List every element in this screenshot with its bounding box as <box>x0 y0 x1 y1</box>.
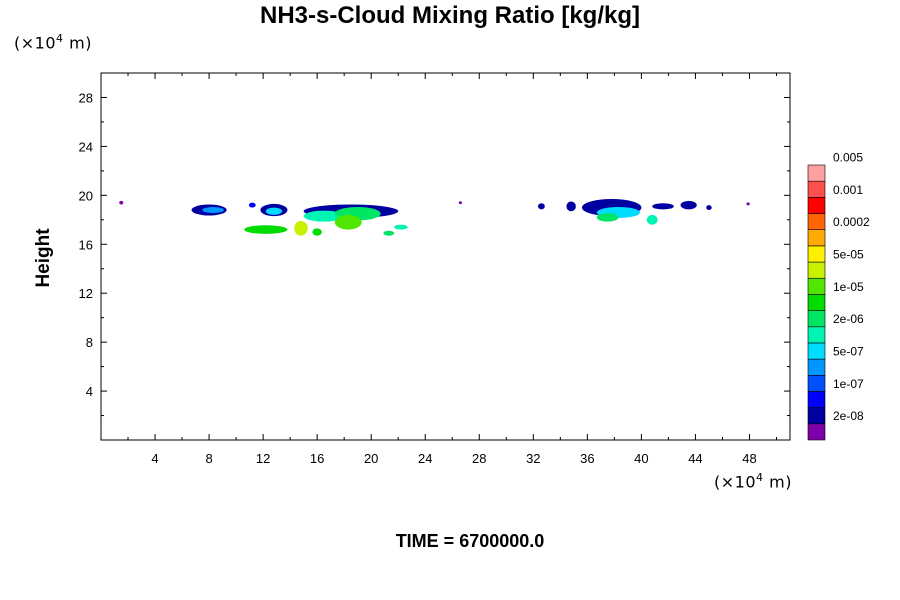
x-tick-label: 4 <box>151 451 158 466</box>
time-footer: TIME = 6700000.0 <box>395 531 545 551</box>
colorbar-swatch <box>807 374 826 392</box>
x-tick-label: 24 <box>418 451 432 466</box>
colorbar-swatch <box>807 197 826 214</box>
cloud-region <box>646 214 658 225</box>
x-tick-label: 20 <box>364 451 378 466</box>
x-tick-label: 32 <box>526 451 540 466</box>
cloud-region <box>746 202 750 206</box>
colorbar-label: 5e-07 <box>833 345 864 359</box>
y-unit-suffix: m) <box>63 33 92 53</box>
x-unit-suffix: m) <box>763 472 792 492</box>
colorbar-label: 0.001 <box>833 183 863 197</box>
y-tick-label: 16 <box>79 237 93 252</box>
x-tick-label: 36 <box>580 451 594 466</box>
chart-title: NH3-s-Cloud Mixing Ratio [kg/kg] <box>260 2 640 29</box>
cloud-region <box>680 200 697 210</box>
y-tick-label: 24 <box>79 139 93 154</box>
cloud-region <box>383 230 395 236</box>
colorbar-label: 2e-06 <box>833 312 864 326</box>
cloud-region <box>244 225 288 234</box>
colorbar-swatch <box>807 294 826 311</box>
colorbar-swatch <box>807 180 826 198</box>
x-tick-label: 28 <box>472 451 486 466</box>
x-tick-label: 48 <box>742 451 756 466</box>
y-tick-label: 12 <box>79 286 93 301</box>
colorbar-swatch <box>807 164 826 182</box>
colorbar-swatch <box>807 342 826 360</box>
colorbar-swatch <box>807 229 826 247</box>
cloud-contours <box>119 199 750 236</box>
cloud-region <box>265 207 283 215</box>
x-unit-exponent: 4 <box>756 471 764 484</box>
colorbar-swatch <box>807 213 826 231</box>
colorbar-swatch <box>807 358 826 376</box>
colorbar-label: 1e-07 <box>833 377 864 391</box>
y-unit-prefix: (×10 <box>14 33 57 53</box>
x-tick-label: 44 <box>688 451 702 466</box>
cloud-region <box>303 210 345 222</box>
colorbar-swatch <box>807 391 826 408</box>
cloud-region <box>294 221 308 236</box>
x-tick-label: 8 <box>205 451 212 466</box>
cloud-region <box>312 228 322 236</box>
x-unit-label: (×104 m) <box>714 471 792 491</box>
colorbar-swatch <box>807 423 826 441</box>
cloud-region <box>706 205 712 211</box>
x-tick-label: 12 <box>256 451 270 466</box>
plot-frame <box>100 72 791 441</box>
y-tick-label: 8 <box>86 335 93 350</box>
cloud-region <box>652 203 674 210</box>
colorbar-label: 1e-05 <box>833 280 864 294</box>
colorbar-label: 0.005 <box>833 150 863 164</box>
colorbar-swatch <box>807 310 826 328</box>
cloud-region <box>119 200 124 205</box>
colorbar-swatch <box>807 326 826 344</box>
colorbar-swatch <box>807 277 826 295</box>
colorbar-swatch <box>807 407 826 425</box>
colorbar-swatch <box>807 261 826 279</box>
cloud-region <box>202 206 224 214</box>
x-unit-prefix: (×10 <box>714 472 757 492</box>
y-unit-label: (×104 m) <box>14 32 92 52</box>
cloud-region <box>596 213 619 222</box>
cloud-region <box>248 202 256 208</box>
x-tick-label: 40 <box>634 451 648 466</box>
y-tick-label: 28 <box>79 90 93 105</box>
colorbar-label: 0.0002 <box>833 215 870 229</box>
cloud-region <box>394 224 408 230</box>
y-tick-label: 4 <box>86 384 93 399</box>
cloud-region <box>334 214 362 230</box>
colorbar: 2e-08 1e-07 5e-07 2e-06 1e-05 5e-05 0.0002 0.00… <box>807 150 870 441</box>
colorbar-swatch <box>807 245 826 263</box>
y-tick-label: 20 <box>79 188 93 203</box>
cloud-region <box>538 203 545 210</box>
colorbar-label: 5e-05 <box>833 247 864 261</box>
colorbar-label: 2e-08 <box>833 409 864 423</box>
x-tick-label: 16 <box>310 451 324 466</box>
cloud-region <box>458 201 462 205</box>
y-unit-exponent: 4 <box>56 32 64 45</box>
cloud-region <box>566 201 576 212</box>
